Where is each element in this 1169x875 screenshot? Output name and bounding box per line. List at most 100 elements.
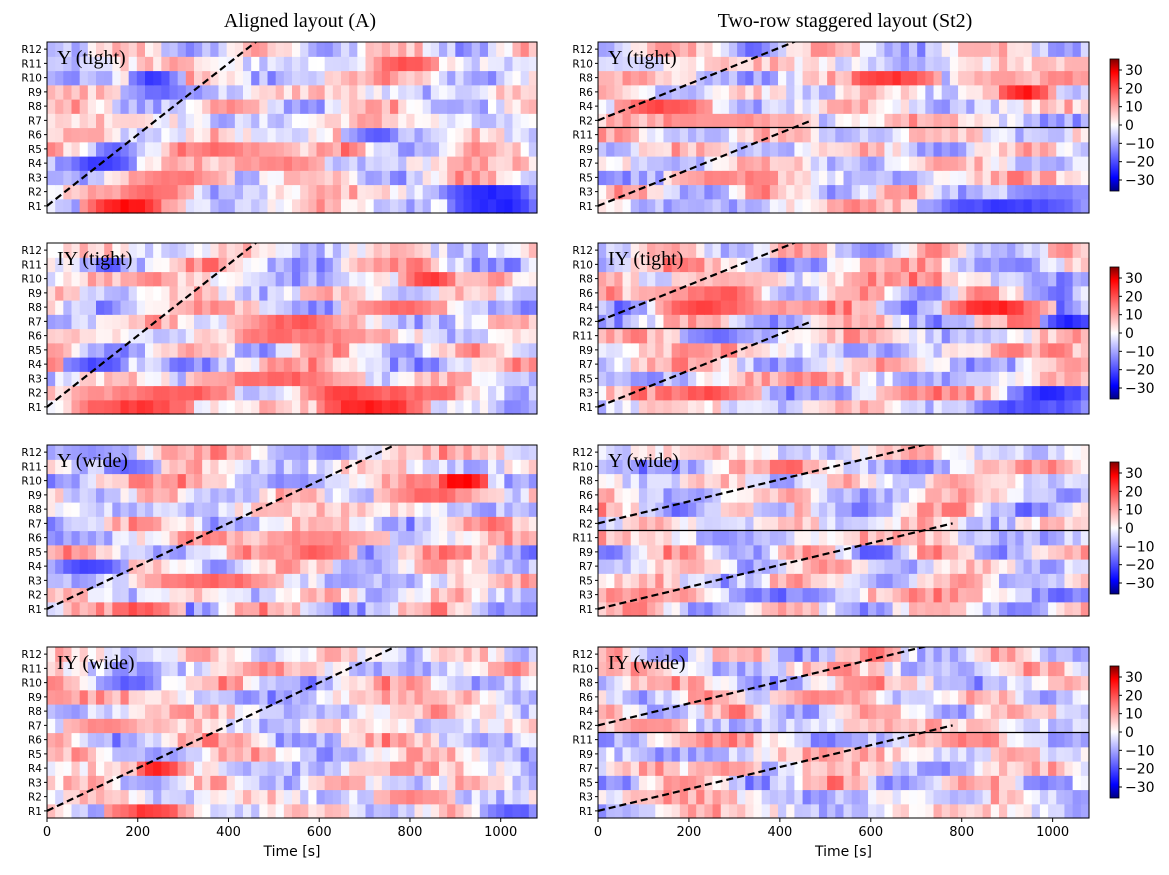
heatmap-cell — [1023, 459, 1033, 475]
heatmap-cell — [349, 544, 358, 560]
heatmap-cell — [153, 257, 162, 273]
heatmap-cell — [966, 70, 976, 86]
heatmap-cell — [79, 445, 89, 460]
heatmap-cell — [663, 385, 673, 401]
heatmap-cell — [226, 502, 236, 517]
heatmap-cell — [430, 718, 440, 734]
heatmap-cell — [520, 70, 530, 86]
heatmap-cell — [71, 285, 81, 301]
heatmap-cell — [1023, 445, 1033, 460]
heatmap-cell — [1007, 559, 1016, 574]
heatmap-cell — [761, 314, 771, 330]
column-title-aligned: Aligned layout (A) — [224, 10, 376, 32]
heatmap-cell — [704, 84, 714, 100]
heatmap-cell — [630, 544, 640, 560]
heatmap-cell — [966, 516, 976, 532]
heatmap-cell — [275, 99, 285, 114]
heatmap-cell — [810, 445, 820, 460]
heatmap-cell — [520, 314, 530, 330]
heatmap-cell — [87, 601, 97, 617]
heatmap-cell — [504, 559, 514, 574]
heatmap-cell — [267, 544, 277, 560]
heatmap-cell — [161, 587, 171, 603]
heatmap-cell — [933, 243, 943, 258]
heatmap-cell — [802, 544, 812, 560]
heatmap-cell — [917, 84, 926, 100]
heatmap-cell — [859, 300, 869, 315]
heatmap-cell — [447, 257, 456, 273]
heatmap-cell — [966, 113, 976, 129]
heatmap-cell — [194, 587, 203, 603]
heatmap-cell — [439, 530, 448, 546]
heatmap-cell — [398, 300, 407, 315]
heatmap-cell — [414, 170, 424, 186]
heatmap-cell — [455, 42, 465, 57]
row-tick-label: R5 — [28, 547, 42, 559]
heatmap-cell — [47, 300, 56, 315]
heatmap-cell — [79, 487, 89, 503]
heatmap-cell — [471, 718, 481, 734]
heatmap-cell — [810, 516, 820, 532]
heatmap-cell — [316, 530, 326, 546]
heatmap-cell — [308, 84, 318, 100]
heatmap-cell — [998, 198, 1008, 214]
heatmap-cell — [430, 761, 440, 776]
heatmap-cell — [933, 371, 943, 387]
heatmap-cell — [398, 314, 407, 330]
heatmap-cell — [1015, 56, 1025, 72]
heatmap-cell — [1039, 399, 1049, 415]
heatmap-cell — [218, 803, 228, 819]
heatmap-cell — [900, 502, 910, 517]
heatmap-cell — [933, 573, 943, 589]
heatmap-cell — [614, 357, 624, 372]
heatmap-cell — [704, 314, 714, 330]
heatmap-cell — [900, 385, 910, 401]
heatmap-cell — [87, 314, 97, 330]
heatmap-cell — [663, 113, 673, 129]
heatmap-cell — [688, 285, 697, 301]
heatmap-cell — [373, 285, 383, 301]
heatmap-cell — [128, 445, 138, 460]
heatmap-cell — [851, 70, 861, 86]
heatmap-cell — [104, 42, 113, 57]
heatmap-cell — [202, 473, 211, 489]
heatmap-cell — [96, 544, 105, 560]
heatmap-cell — [769, 516, 779, 532]
heatmap-cell — [324, 761, 334, 776]
heatmap-cell — [933, 502, 943, 517]
heatmap-cell — [745, 99, 755, 114]
heatmap-cell — [851, 445, 861, 460]
heatmap-cell — [292, 385, 301, 401]
heatmap-cell — [958, 70, 967, 86]
heatmap-cell — [390, 342, 399, 358]
heatmap-cell — [769, 184, 779, 200]
heatmap-cell — [218, 113, 228, 129]
heatmap-cell — [55, 587, 64, 603]
heatmap-cell — [504, 271, 514, 287]
heatmap-cell — [917, 271, 926, 287]
heatmap-cell — [647, 516, 656, 532]
heatmap-cell — [128, 328, 138, 344]
heatmap-cell — [357, 803, 367, 819]
heatmap-cell — [210, 156, 220, 171]
heatmap-cell — [1023, 156, 1033, 171]
heatmap-cell — [136, 257, 146, 273]
heatmap-cell — [512, 516, 522, 532]
heatmap-cell — [373, 573, 383, 589]
heatmap-cell — [925, 271, 935, 287]
heatmap-cell — [87, 573, 97, 589]
heatmap-cell — [210, 285, 220, 301]
heatmap-cell — [471, 761, 481, 776]
heatmap-cell — [908, 42, 918, 57]
heatmap-cell — [218, 127, 228, 143]
heatmap-cell — [655, 357, 665, 372]
heatmap-cell — [96, 473, 105, 489]
heatmap-cell — [292, 170, 301, 186]
heatmap-cell — [638, 285, 648, 301]
heatmap-cell — [761, 113, 771, 129]
heatmap-cell — [737, 70, 746, 86]
heatmap-cell — [712, 357, 722, 372]
heatmap-cell — [455, 99, 465, 114]
heatmap-cell — [218, 300, 228, 315]
heatmap-cell — [161, 342, 171, 358]
